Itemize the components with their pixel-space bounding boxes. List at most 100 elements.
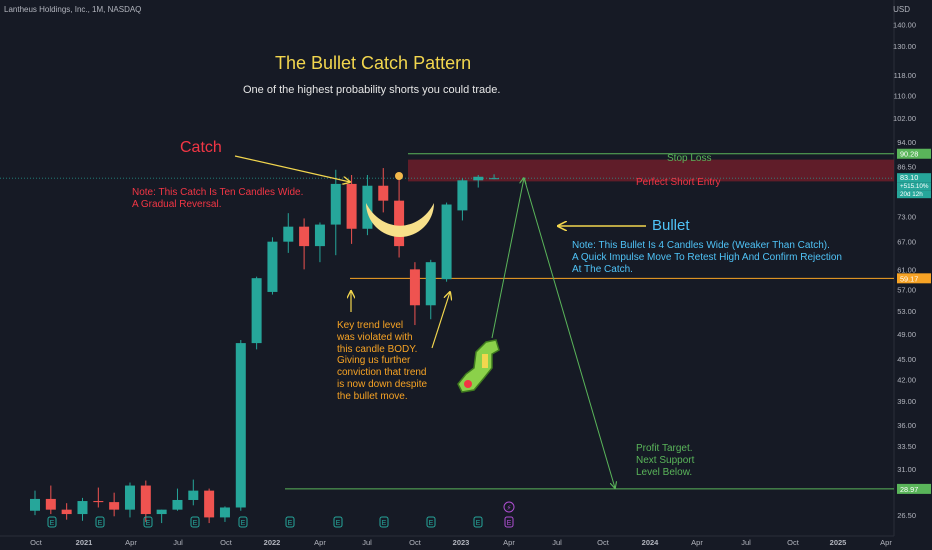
upcoming-earnings-label: E bbox=[507, 520, 512, 527]
price-badge bbox=[897, 148, 931, 159]
time-tick-label: Apr bbox=[314, 538, 326, 547]
candle-body bbox=[109, 502, 120, 510]
earnings-event-label: E bbox=[146, 520, 151, 527]
price-badge-text: 20d 12h bbox=[900, 191, 923, 198]
candle-body bbox=[172, 499, 183, 510]
catch-arrow bbox=[234, 155, 350, 182]
earnings-event-marker[interactable] bbox=[143, 516, 153, 528]
price-badge-text: 83.10 bbox=[900, 173, 918, 182]
time-tick-label: 2023 bbox=[453, 538, 470, 547]
dividend-event-marker[interactable] bbox=[503, 501, 515, 513]
symbol-header[interactable]: Lantheus Holdings, Inc., 1M, NASDAQ bbox=[4, 5, 142, 14]
price-badge bbox=[897, 182, 931, 191]
catch-highlight bbox=[395, 172, 403, 180]
price-axis[interactable]: 26.5029.0031.0033.5036.0039.0042.0045.00… bbox=[893, 20, 916, 520]
earnings-event-marker[interactable] bbox=[47, 516, 57, 528]
price-tick-label: 118.00 bbox=[894, 71, 916, 80]
price-badge-text: 59.17 bbox=[900, 274, 918, 283]
price-tick-label: 33.50 bbox=[897, 442, 916, 451]
candle-body bbox=[140, 485, 151, 515]
price-tick-label: 110.00 bbox=[894, 91, 916, 100]
earnings-event-label: E bbox=[193, 520, 198, 527]
earnings-event-label: E bbox=[241, 520, 246, 527]
short-down-arrow bbox=[523, 177, 615, 488]
candle-body bbox=[93, 501, 104, 503]
short-entry-zone bbox=[408, 159, 894, 182]
candle-body bbox=[124, 485, 135, 510]
short-zone-layer bbox=[408, 159, 894, 182]
lightning-icon: ⚡ bbox=[507, 504, 512, 512]
earnings-event-marker[interactable] bbox=[379, 516, 389, 528]
candle-body bbox=[409, 269, 420, 306]
price-badge-text: 90.28 bbox=[900, 150, 918, 159]
earnings-event-label: E bbox=[98, 520, 103, 527]
upcoming-earnings-marker[interactable] bbox=[504, 516, 514, 528]
earnings-event-marker[interactable] bbox=[426, 516, 436, 528]
earnings-event-marker[interactable] bbox=[95, 516, 105, 528]
price-tick-label: 57.00 bbox=[897, 285, 916, 294]
candle-body bbox=[251, 278, 262, 344]
catch-note: Note: This Catch Is Ten Candles Wide. A … bbox=[132, 187, 304, 210]
candle-body bbox=[378, 185, 389, 201]
price-badge bbox=[897, 190, 931, 199]
time-tick-label: Apr bbox=[880, 538, 892, 547]
candle-body bbox=[283, 226, 294, 242]
earnings-event-marker[interactable] bbox=[190, 516, 200, 528]
candle-body bbox=[235, 343, 246, 508]
price-tick-label: 73.00 bbox=[897, 212, 916, 221]
chart-title: The Bullet Catch Pattern bbox=[275, 53, 472, 73]
bullet-up-arrow bbox=[491, 178, 524, 339]
events-layer: E E E E E E E E E E ⚡ E bbox=[47, 501, 515, 528]
time-tick-label: 2021 bbox=[76, 538, 93, 547]
time-tick-label: Apr bbox=[125, 538, 137, 547]
candle-body bbox=[219, 507, 230, 518]
price-tick-label: 26.50 bbox=[897, 511, 916, 520]
candle-body bbox=[457, 180, 468, 211]
price-tick-label: 31.00 bbox=[897, 465, 916, 474]
price-badge bbox=[897, 273, 931, 284]
price-tick-label: 42.00 bbox=[897, 375, 916, 384]
key-level-note: Key trend level was violated with this c… bbox=[337, 320, 428, 402]
stop-loss-label: Stop Loss bbox=[667, 153, 712, 164]
price-tick-label: 67.00 bbox=[897, 238, 916, 247]
candle-body bbox=[314, 224, 325, 247]
earnings-event-label: E bbox=[336, 520, 341, 527]
time-tick-label: Jul bbox=[552, 538, 562, 547]
earnings-event-marker[interactable] bbox=[333, 516, 343, 528]
price-tick-label: 39.00 bbox=[897, 397, 916, 406]
time-axis[interactable]: Oct 2021 Apr Jul Oct 2022 Apr Jul Oct 2023 Apr Jul O… bbox=[30, 538, 892, 547]
price-badge-text: +515.10% bbox=[900, 183, 929, 190]
time-tick-label: Oct bbox=[30, 538, 43, 547]
candle-body bbox=[77, 501, 88, 515]
price-tick-label: 130.00 bbox=[893, 42, 916, 51]
bullet-gun-icon bbox=[457, 339, 500, 393]
chart-subtitle: One of the highest probability shorts yo… bbox=[243, 84, 501, 96]
earnings-event-marker[interactable] bbox=[473, 516, 483, 528]
violation-arrow bbox=[431, 292, 450, 349]
time-tick-label: 2025 bbox=[830, 538, 847, 547]
candle-body bbox=[346, 183, 357, 229]
price-tick-label: 94.00 bbox=[897, 138, 916, 147]
earnings-event-marker[interactable] bbox=[285, 516, 295, 528]
price-tick-label: 36.00 bbox=[897, 421, 916, 430]
candle-body bbox=[30, 498, 40, 511]
candle-body bbox=[394, 200, 405, 247]
currency-label[interactable]: USD bbox=[893, 5, 910, 14]
catch-label: Catch bbox=[180, 139, 222, 156]
earnings-event-label: E bbox=[288, 520, 293, 527]
earnings-event-marker[interactable] bbox=[238, 516, 248, 528]
price-badges: 90.28 83.10+515.10%20d 12h 59.17 28.97 bbox=[897, 148, 931, 494]
price-badge bbox=[897, 483, 931, 494]
price-tick-label: 49.00 bbox=[897, 330, 916, 339]
price-tick-label: 53.00 bbox=[897, 307, 916, 316]
profit-target-label: Profit Target. Next Support Level Below. bbox=[636, 443, 695, 478]
time-tick-label: Oct bbox=[787, 538, 800, 547]
price-tick-label: 45.00 bbox=[897, 355, 916, 364]
time-tick-label: 2022 bbox=[264, 538, 281, 547]
candle-body bbox=[188, 490, 199, 500]
price-tick-label: 102.00 bbox=[893, 114, 916, 123]
price-badge bbox=[897, 173, 931, 183]
time-tick-label: Oct bbox=[220, 538, 233, 547]
